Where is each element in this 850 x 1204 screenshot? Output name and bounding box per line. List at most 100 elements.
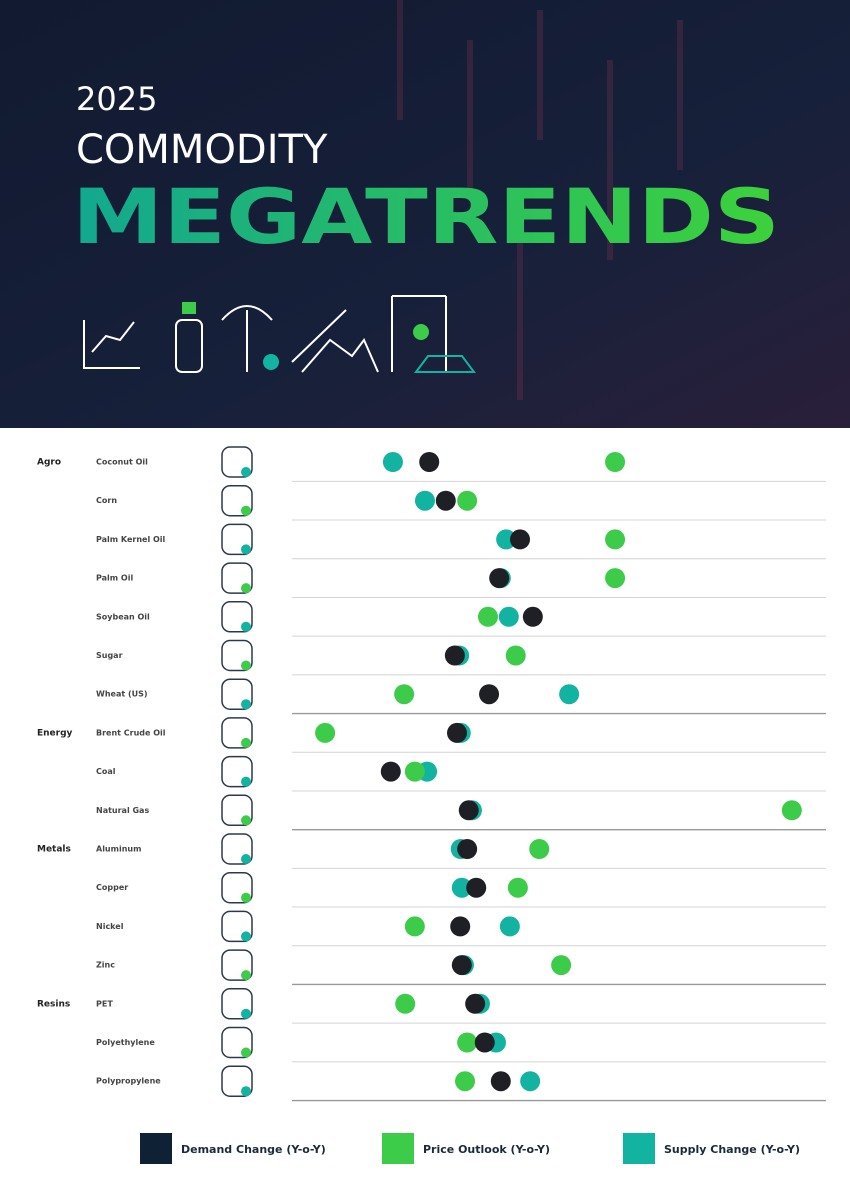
row-icon-accent: [241, 931, 251, 942]
dot: [489, 568, 510, 589]
category-label: Zinc: [96, 961, 115, 970]
dot: [404, 761, 425, 782]
row-icon: [221, 523, 253, 556]
category-label: Coal: [96, 767, 116, 776]
row-icon: [221, 601, 253, 633]
category-label: Natural Gas: [96, 806, 149, 815]
legend-label: Supply Change (Y-o-Y): [664, 1143, 800, 1156]
dot: [455, 1071, 476, 1092]
row-icon: [221, 678, 253, 710]
row-icon: [221, 717, 253, 749]
category-label: Coconut Oil: [96, 458, 148, 467]
group-label: Agro: [37, 458, 61, 468]
legend-label: Demand Change (Y-o-Y): [181, 1143, 326, 1156]
category-label: Copper: [96, 883, 128, 892]
row-icon-accent: [241, 737, 251, 748]
row-icon-accent: [241, 467, 251, 477]
row-icon-accent: [241, 892, 251, 903]
category-label: Aluminum: [96, 845, 141, 854]
dot: [466, 877, 487, 898]
group-label: Resins: [37, 999, 70, 1009]
dot: [382, 452, 403, 472]
dot: [380, 761, 401, 782]
dot: [435, 490, 456, 511]
dot: [404, 916, 425, 937]
dot: [477, 606, 498, 627]
category-label: Sugar: [96, 651, 123, 660]
dot: [458, 800, 479, 821]
category-label: Nickel: [96, 922, 124, 931]
dot: [490, 1071, 511, 1092]
header-icons: [83, 295, 476, 373]
dot: [395, 993, 416, 1014]
dot: [465, 993, 486, 1014]
row-icon: [221, 794, 253, 827]
dot: [450, 916, 471, 937]
dot: [605, 452, 626, 472]
row-icon: [221, 755, 253, 788]
background-candles: [397, 0, 683, 400]
dot: [447, 722, 468, 743]
dot: [510, 529, 531, 550]
category-label: PET: [96, 999, 113, 1008]
dot: [507, 877, 528, 898]
dot: [605, 529, 626, 550]
row-icon-accent: [241, 505, 251, 516]
category-label: Soybean Oil: [96, 612, 150, 621]
row-icon-accent: [241, 1008, 251, 1019]
dot: [499, 916, 520, 937]
dot: [605, 568, 626, 589]
row-icon-accent: [241, 776, 251, 787]
dot: [444, 645, 465, 666]
dot: [559, 684, 580, 705]
row-icon: [221, 949, 253, 981]
dot: [781, 800, 802, 821]
row-icon-accent: [241, 854, 251, 864]
row-icon: [221, 446, 253, 478]
dot: [479, 684, 500, 705]
group-label: Metals: [37, 845, 71, 855]
dot: [394, 684, 415, 705]
row-icon: [221, 833, 253, 865]
header-line2: MEGATRENDS: [72, 172, 780, 261]
dot: [474, 1032, 495, 1053]
legend-swatch: [623, 1133, 655, 1164]
dot: [551, 955, 572, 976]
row-icon-accent: [241, 970, 251, 981]
legend-label: Price Outlook (Y-o-Y): [423, 1143, 550, 1156]
row-icon: [221, 1026, 253, 1059]
row-icon: [221, 871, 253, 904]
row-icon: [221, 910, 253, 943]
dot: [520, 1071, 541, 1092]
category-label: Wheat (US): [96, 690, 148, 699]
dot: [457, 1032, 478, 1053]
dot: [451, 955, 472, 976]
dot: [457, 839, 478, 859]
category-label: Palm Oil: [96, 574, 133, 583]
dot: [419, 452, 440, 472]
row-icon-accent: [241, 621, 251, 632]
row-icon-accent: [241, 583, 251, 594]
row-icon-accent: [241, 660, 251, 671]
dot: [457, 490, 478, 511]
row-icon: [221, 484, 253, 517]
legend-swatch: [140, 1133, 172, 1164]
row-icon-accent: [241, 1086, 251, 1097]
dot: [529, 839, 550, 859]
dot: [522, 606, 543, 627]
row-icon: [221, 639, 253, 672]
row-icon: [221, 562, 253, 594]
category-label: Palm Kernel Oil: [96, 535, 166, 544]
category-label: Polyethylene: [96, 1038, 155, 1047]
category-label: Corn: [96, 496, 117, 505]
header-year: 2025: [76, 80, 157, 118]
header-line1: COMMODITY: [76, 127, 328, 173]
header-background: [0, 0, 850, 428]
dot: [315, 722, 336, 743]
group-label: Energy: [37, 728, 73, 738]
row-icon: [221, 988, 253, 1020]
category-label: Polypropylene: [96, 1077, 161, 1086]
row-icon-accent: [241, 699, 251, 710]
